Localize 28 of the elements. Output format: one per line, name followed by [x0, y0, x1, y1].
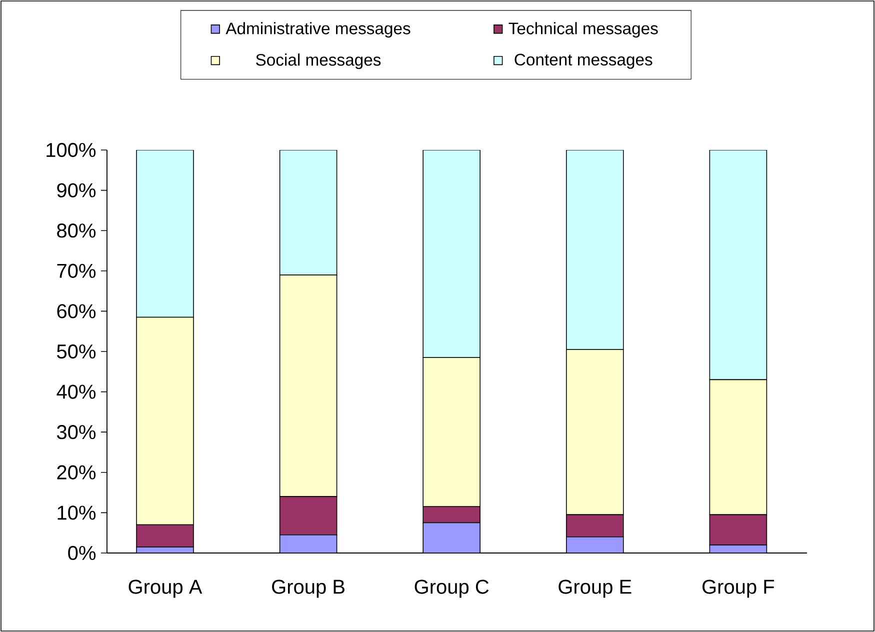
x-tick-label: Group B	[272, 580, 344, 598]
y-tick-label: 100%	[46, 142, 96, 158]
bar	[279, 534, 338, 553]
x-tick-label: Group C	[414, 580, 489, 598]
x-tick-label: Group F	[702, 580, 774, 598]
y-tick-label: 60%	[57, 304, 96, 318]
bar	[709, 150, 768, 380]
legend-label: Technical messages	[508, 22, 658, 38]
bar	[136, 150, 194, 318]
x-tick-label: Group A	[128, 580, 202, 598]
bar	[279, 150, 338, 276]
legend-label: Content messages	[514, 54, 652, 69]
y-tick-label: 80%	[57, 224, 96, 238]
y-tick-label: 0%	[68, 546, 96, 560]
y-tick-label: 10%	[58, 506, 96, 520]
bar	[566, 536, 624, 553]
legend-label: Administrative messages	[226, 22, 410, 38]
bar	[566, 150, 624, 350]
legend-label: Social messages	[256, 53, 381, 70]
y-tick-label: 70%	[57, 264, 96, 278]
y-tick-label: 90%	[57, 183, 96, 198]
y-tick-label: 40%	[56, 384, 96, 399]
y-tick-label: 50%	[57, 344, 96, 359]
y-tick-label: 30%	[56, 425, 96, 440]
y-tick-label: 20%	[57, 465, 96, 480]
bar	[422, 522, 480, 553]
x-tick-label: Group E	[558, 580, 632, 598]
bar	[422, 150, 480, 358]
